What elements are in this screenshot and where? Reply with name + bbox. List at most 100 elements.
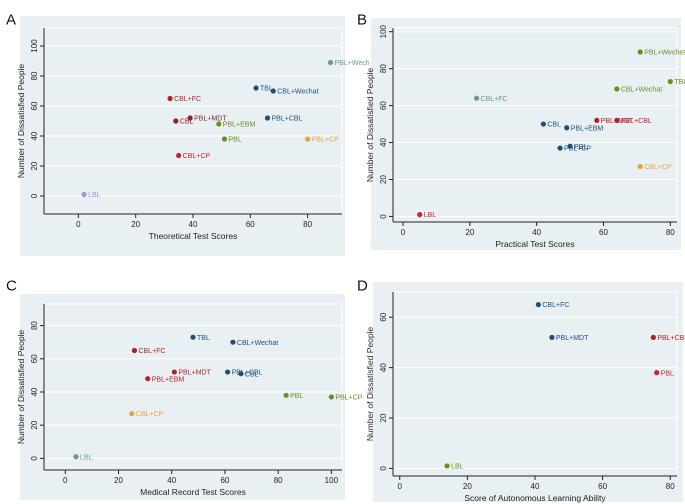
data-point-label: CBL+Wechat <box>277 89 318 96</box>
data-point-label: PBL+Wechet <box>644 50 685 57</box>
data-point-label: PBL <box>661 370 674 377</box>
data-point <box>535 302 541 308</box>
y-tick-label: 0 <box>379 466 388 471</box>
x-tick-label: 40 <box>189 220 198 229</box>
data-point-label: PBL <box>574 144 587 151</box>
x-tick-label: 80 <box>274 476 283 485</box>
data-point-label: CBL+CP <box>644 164 672 171</box>
data-point-label: CBL <box>245 371 259 378</box>
data-point-label: TBL <box>674 79 685 86</box>
x-axis-title: Practical Test Scores <box>495 239 574 249</box>
x-tick-label: 0 <box>63 476 68 485</box>
data-point <box>253 85 259 91</box>
data-point <box>187 115 193 121</box>
data-point-label: LBL <box>424 212 437 219</box>
x-tick-label: 60 <box>599 228 608 237</box>
panel-letter: B <box>357 11 367 28</box>
data-point <box>176 152 182 159</box>
data-point-label: CBL <box>547 122 561 129</box>
x-tick-label: 60 <box>220 476 229 485</box>
y-tick-label: 0 <box>30 193 39 198</box>
y-tick-label: 40 <box>30 387 39 396</box>
data-point <box>283 392 289 398</box>
x-axis-title: Score of Autonomous Learning Ability <box>464 493 606 503</box>
data-point <box>216 121 222 127</box>
data-point-label: CBL+FC <box>481 96 508 103</box>
data-point <box>73 454 79 460</box>
data-point-label: TBL <box>260 86 273 93</box>
x-tick-label: 20 <box>465 228 474 237</box>
data-point <box>567 143 573 149</box>
panel-background <box>371 18 681 250</box>
data-point-label: LBL <box>88 192 101 199</box>
data-point <box>540 121 546 127</box>
y-tick-label: 60 <box>30 101 39 110</box>
data-point <box>650 334 656 340</box>
y-tick-label: 20 <box>379 413 388 422</box>
data-point <box>230 339 236 345</box>
x-axis-title: Medical Record Test Scores <box>140 487 246 497</box>
panel-letter: D <box>357 277 368 294</box>
data-point <box>557 145 563 151</box>
data-point-label: CBL+Wechat <box>237 340 278 347</box>
x-tick-label: 20 <box>114 476 123 485</box>
x-tick-label: 40 <box>531 482 540 491</box>
data-point-label: CBL+CP <box>183 153 211 160</box>
x-tick-label: 40 <box>167 476 176 485</box>
panel-letter: C <box>6 277 17 294</box>
data-point <box>190 334 196 340</box>
y-tick-label: 40 <box>379 363 388 372</box>
y-tick-label: 100 <box>379 24 388 38</box>
data-point-label: PBL+CBL <box>272 116 303 123</box>
data-point <box>167 95 173 102</box>
data-point <box>129 410 135 417</box>
panel-background <box>373 282 683 502</box>
data-point <box>173 118 179 124</box>
x-tick-label: 0 <box>401 228 406 237</box>
data-point <box>654 370 660 376</box>
x-axis-title: Theoretical Test Scores <box>149 231 238 241</box>
data-point <box>145 376 151 382</box>
y-tick-label: 100 <box>30 39 39 53</box>
data-point-label: PBL+CBL <box>621 118 652 125</box>
y-tick-label: 20 <box>30 161 39 170</box>
data-point-label: PBL+CP <box>312 137 339 144</box>
data-point-label: CBL <box>180 119 194 126</box>
data-point <box>238 371 244 377</box>
data-point <box>549 334 555 340</box>
data-point <box>614 86 620 92</box>
x-tick-label: 40 <box>532 228 541 237</box>
data-point <box>171 369 177 375</box>
data-point <box>264 115 271 121</box>
y-tick-label: 60 <box>30 354 39 363</box>
data-point-label: PBL+CP <box>335 395 362 402</box>
panel-background <box>20 294 345 500</box>
data-point-label: PBL <box>290 393 303 400</box>
data-point-label: PBL+MDT <box>556 335 589 342</box>
y-tick-label: 60 <box>379 312 388 321</box>
data-point-label: PBL+EBM <box>152 376 185 383</box>
data-point-label: PBL <box>229 137 242 144</box>
x-tick-label: 80 <box>666 228 675 237</box>
y-tick-label: 0 <box>379 214 388 219</box>
y-axis-title: Number of Dissatisfied People <box>16 64 26 179</box>
y-tick-label: 0 <box>30 456 39 461</box>
data-point <box>81 191 87 198</box>
data-point-label: PBL+CBL <box>232 370 263 377</box>
x-tick-label: 0 <box>398 482 403 491</box>
data-point <box>614 117 620 123</box>
data-point-label: PBL+MDT <box>194 116 227 123</box>
data-point-label: CBL+FC <box>138 348 165 355</box>
x-tick-label: 20 <box>463 482 472 491</box>
data-point <box>305 136 311 142</box>
y-tick-label: 20 <box>379 175 388 184</box>
x-tick-label: 80 <box>666 482 675 491</box>
data-point-label: CBL+CP <box>136 411 164 418</box>
y-axis-title: Number of Dissatisfied People <box>365 68 375 183</box>
data-point <box>594 117 600 123</box>
data-point <box>667 78 673 85</box>
y-tick-label: 20 <box>30 420 39 429</box>
data-point <box>221 136 228 142</box>
x-tick-label: 0 <box>76 220 81 229</box>
